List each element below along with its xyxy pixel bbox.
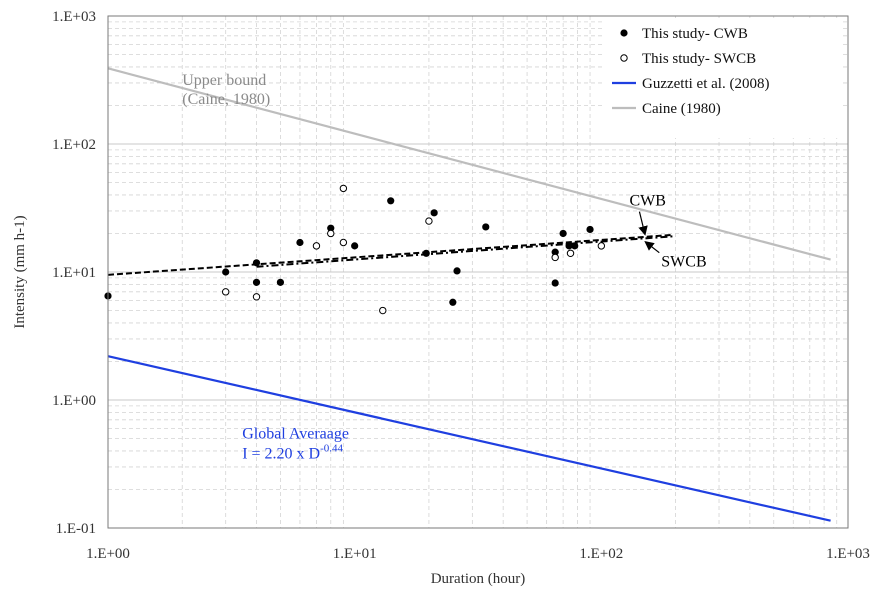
y-axis-label: Intensity (mm h-1) (12, 215, 28, 328)
cwb-point-8 (387, 197, 395, 205)
swcb-arrow (644, 241, 660, 254)
legend-marker-1 (620, 54, 628, 62)
x-tick-label-2: 1.E+02 (579, 546, 623, 562)
series-line-2 (107, 355, 831, 522)
swcb-point-1 (252, 293, 261, 301)
y-tick-label-3: 1.E+02 (52, 137, 96, 153)
cwb-point-11 (449, 298, 457, 306)
global-average-annotation: Global Averaage (242, 426, 349, 443)
swcb-point-0 (221, 288, 230, 296)
y-tick-label-2: 1.E+01 (52, 265, 96, 281)
swcb-point-9 (566, 249, 575, 257)
cwb-point-14 (551, 279, 559, 287)
cwb-point-7 (351, 242, 359, 250)
cwb-point-4 (276, 278, 285, 286)
annotations: Upper bound (Caine, 1980) CWB SWCB Globa… (182, 72, 706, 463)
legend-label-0: This study- CWB (642, 26, 748, 42)
legend-background (602, 18, 842, 138)
legend-label-1: This study- SWCB (642, 51, 756, 67)
x-tick-label-3: 1.E+03 (826, 546, 870, 562)
cwb-point-6 (327, 224, 335, 232)
y-tick-label-1: 1.E+00 (52, 393, 96, 409)
y-tick-label-0: 1.E-01 (56, 521, 96, 537)
equation-exponent: -0.44 (320, 442, 343, 454)
legend-label-2: Guzzetti et al. (2008) (642, 76, 769, 92)
cwb-point-15 (551, 248, 559, 256)
swcb-point-10 (597, 242, 606, 250)
y-tick-label-4: 1.E+03 (52, 9, 96, 25)
series-line-5 (256, 235, 673, 268)
legend: This study- CWB This study- SWCB Guzzetti … (602, 18, 842, 138)
cwb-annotation: CWB (629, 193, 665, 210)
upper-bound-annotation: Upper bound (182, 72, 266, 89)
plot-frame (107, 15, 849, 529)
cwb-point-13 (482, 223, 490, 231)
cwb-point-5 (296, 238, 304, 247)
swcb-point-4 (339, 184, 348, 193)
swcb-point-2 (312, 242, 321, 250)
swcb-point-8 (551, 253, 559, 262)
x-tick-label-1: 1.E+01 (333, 546, 377, 562)
upper-bound-source-annotation: (Caine, 1980) (182, 91, 270, 108)
cwb-point-10 (430, 209, 438, 217)
swcb-annotation: SWCB (661, 254, 706, 271)
series-line-4 (107, 233, 673, 276)
cwb-point-3 (252, 278, 261, 286)
legend-marker-0 (620, 29, 628, 37)
equation-text: I = 2.20 x D (242, 445, 320, 462)
tick-labels: 1.E+00 1.E+01 1.E+02 1.E+03 1.E-01 1.E+00 1.E+… (52, 9, 870, 562)
points-layer (104, 184, 606, 315)
cwb-point-16 (559, 229, 567, 238)
series-line-3 (107, 67, 831, 261)
swcb-point-7 (425, 217, 433, 225)
cwb-arrow (638, 211, 648, 236)
cwb-point-1 (222, 268, 230, 276)
lines-layer (107, 67, 831, 522)
cwb-point-18 (571, 242, 579, 250)
cwb-point-12 (453, 267, 461, 275)
cwb-point-9 (422, 249, 430, 257)
cwb-point-17 (565, 242, 573, 250)
legend-label-3: Caine (1980) (642, 101, 721, 117)
swcb-point-5 (339, 238, 348, 247)
swcb-point-3 (327, 229, 335, 238)
x-tick-label-0: 1.E+00 (86, 546, 130, 562)
cwb-point-2 (252, 259, 261, 267)
cwb-point-19 (586, 225, 594, 234)
global-average-equation: I = 2.20 x D-0.44 (242, 442, 343, 462)
x-axis-label: Duration (hour) (431, 571, 526, 587)
swcb-point-6 (379, 306, 387, 315)
